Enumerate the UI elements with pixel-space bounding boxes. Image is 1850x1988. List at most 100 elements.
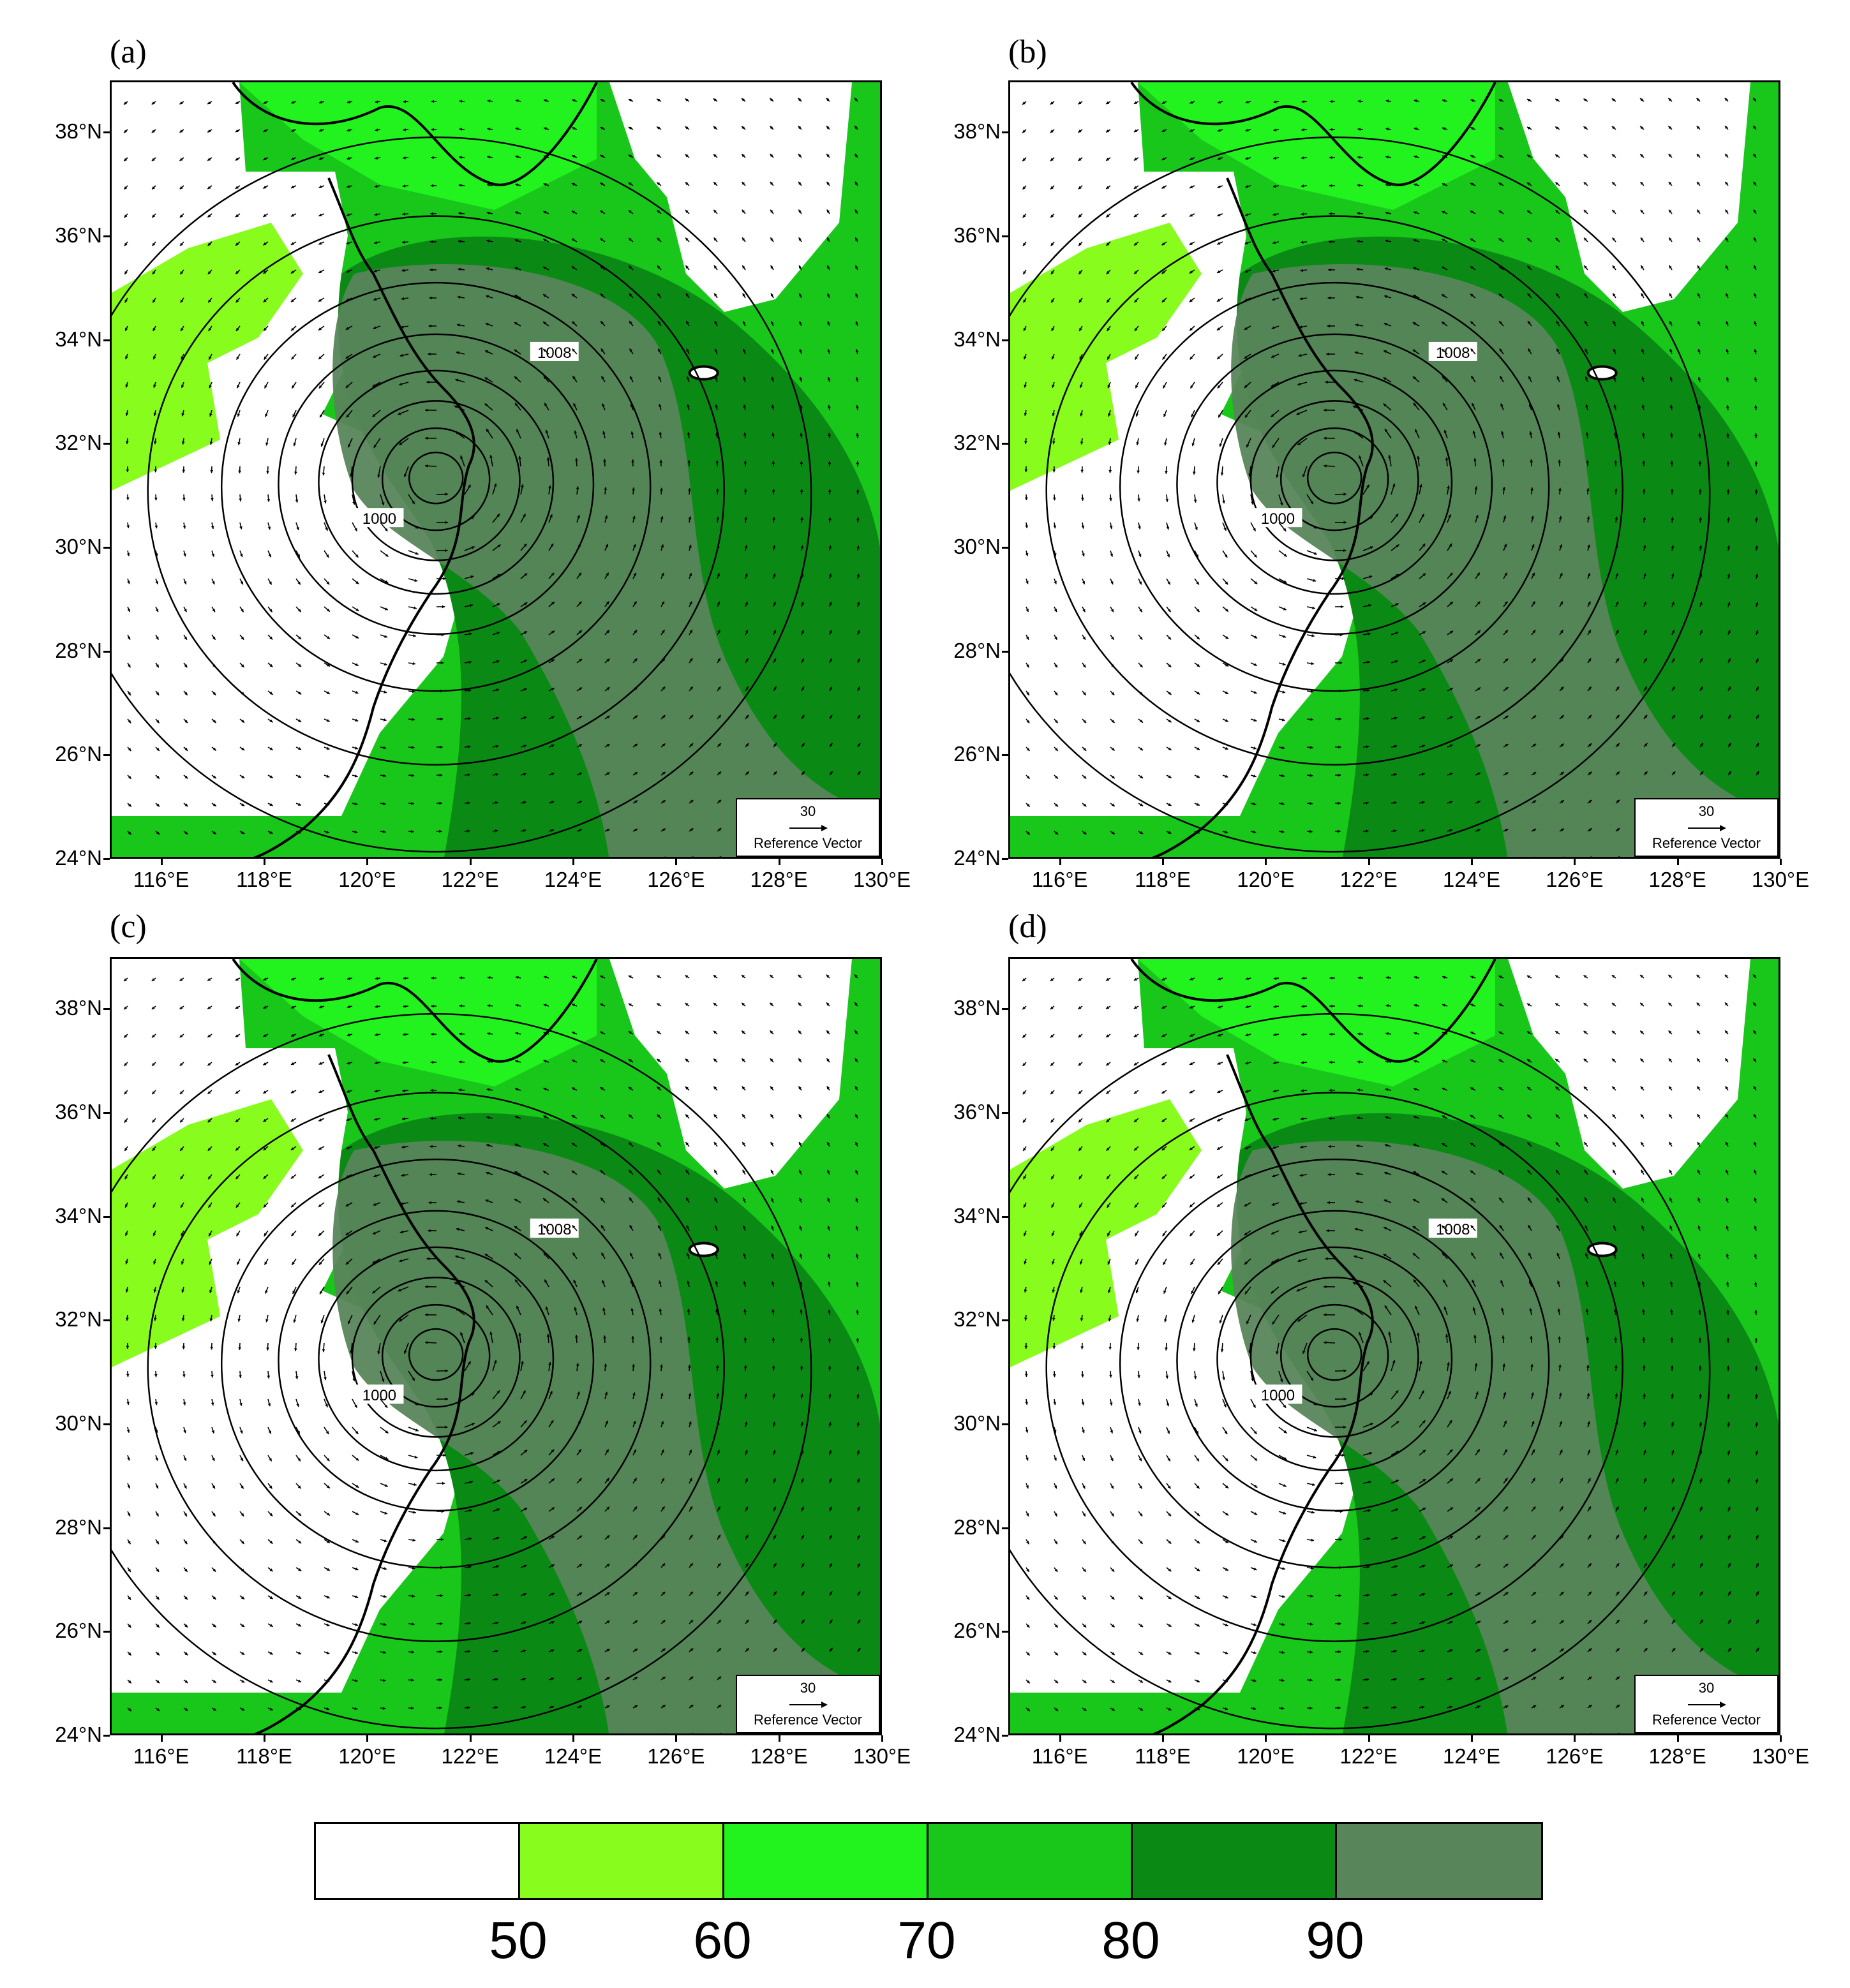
wind-vector-head [415,1402,419,1406]
wind-vector-head [801,686,805,690]
wind-vector-head [459,156,462,159]
wind-vector-head [713,126,717,130]
wind-vector-head [578,572,581,576]
wind-vector-head [689,1534,693,1538]
wind-vector-head [1470,239,1473,242]
wind-vector-head [600,211,604,214]
wind-vector-head [1357,212,1361,215]
wind-vector-head [1643,601,1646,605]
wind-vector-head [578,772,582,776]
wind-vector-head [297,775,301,778]
wind-vector-head [662,828,666,832]
wind-vector-head [1022,158,1026,161]
wind-vector-head [1726,433,1730,436]
wind-vector-head [628,1031,632,1034]
wind-vector-head [213,692,216,695]
wind-vector-head [1083,692,1086,695]
wind-vector-head [828,602,832,605]
wind-vector-head [1329,212,1332,216]
wind-vector-head [291,1005,295,1009]
wind-vector-head [1725,209,1729,213]
wind-vector-head [1369,575,1373,579]
wind-vector-head [1193,500,1197,503]
wind-vector-head [154,1402,158,1406]
wind-vector-head [602,1307,606,1311]
wind-vector-head [179,101,183,105]
wind-vector-head [294,1348,297,1351]
wind-vector-head [401,269,405,272]
wind-vector-head [495,716,499,720]
wind-vector-head [685,237,689,241]
wind-vector-head [290,214,294,217]
wind-vector-head [211,498,214,501]
wind-vector-head [1195,527,1198,530]
reference-vector-box: 30 Reference Vector [736,1675,880,1733]
wind-vector-head [572,321,575,325]
wind-vector-head [1309,829,1313,833]
wind-vector-head [578,601,582,605]
wind-vector-head [355,690,359,694]
wind-vector-head [1612,182,1615,186]
wind-vector-head [578,1449,581,1453]
wind-vector-head [634,743,638,747]
wind-vector-head [207,1062,211,1066]
wind-vector-head [1135,413,1139,417]
wind-vector-head [347,156,350,160]
wind-vector-head [1422,631,1426,634]
wind-vector-head [745,1478,748,1481]
wind-vector-head [318,213,322,217]
wind-vector-head [1134,242,1137,246]
wind-vector-head [156,803,160,807]
wind-vector-head [152,214,156,218]
wind-vector-head [1225,581,1228,585]
wind-vector-head [800,433,803,436]
wind-vector-head [686,348,689,352]
wind-vector-head [773,771,777,775]
wind-vector-head [468,716,471,720]
wind-vector-head [827,1226,831,1229]
wind-vector-head [324,1377,327,1381]
wind-vector-head [496,660,500,664]
wind-vector-head [430,184,434,188]
wind-vector-head [572,1059,575,1063]
wind-vector [633,1733,638,1735]
wind-vector-head [1470,293,1473,297]
wind-vector-head [716,545,720,548]
wind-vector-head [745,1506,749,1510]
land-korea [609,82,852,312]
wind-vector-head [1669,237,1672,241]
wind-vector-head [1671,602,1675,605]
wind-vector-head [268,554,271,558]
wind-vector-head [1560,601,1563,605]
wind-vector-head [1301,184,1304,188]
wind-vector-head [1326,352,1329,356]
wind-vector-head [430,212,433,216]
wind-vector-head [798,1002,802,1006]
wind-vector-head [744,1393,748,1397]
wind-vector-head [829,715,833,718]
wind-vector-head [1589,856,1592,857]
wind-vector-head [543,155,547,158]
wind-vector-head [471,1393,475,1396]
wind-vector-head [458,1144,461,1148]
wind-vector-head [1225,775,1228,778]
wind-vector-head [1253,830,1257,834]
wind-vector-head [1556,293,1559,297]
wind-vector-head [855,1142,858,1146]
wind-vector-head [745,1534,749,1538]
wind-vector-head [1366,688,1370,692]
wind-vector-head [544,1279,548,1283]
wind-vector-head [689,1506,692,1510]
wind-vector-head [606,744,610,747]
wind-vector-head [318,270,322,273]
wind-vector-head [717,630,720,634]
wind-vector-head [1588,800,1592,803]
wind-vector [1503,857,1508,859]
wind-vector-head [355,1567,359,1571]
wind-vector-head [1365,829,1369,833]
wind-vector-head [629,348,632,352]
wind-vector-head [1531,544,1535,547]
wind-vector-head [745,686,749,690]
wind-vector-head [265,1290,268,1294]
wind-vector-head [1282,662,1286,666]
